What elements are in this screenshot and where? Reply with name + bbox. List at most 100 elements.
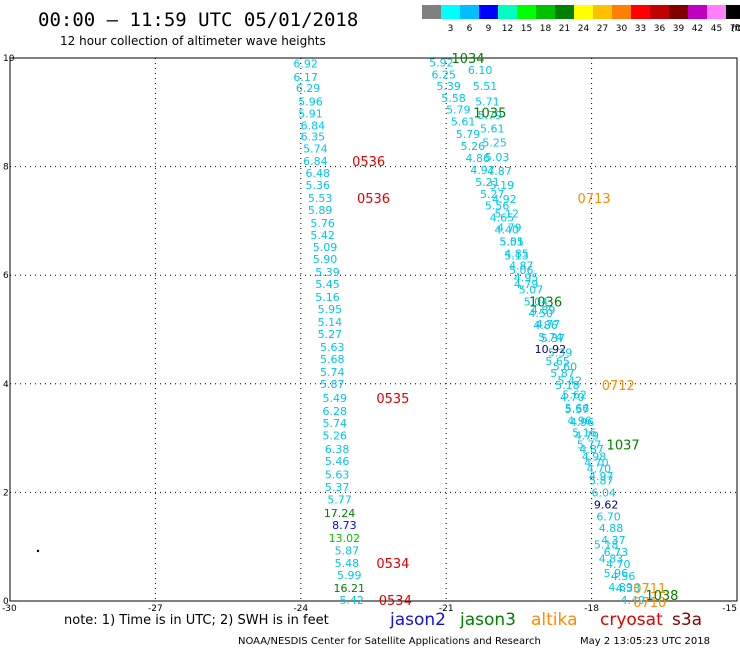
scale-swatch xyxy=(688,5,707,19)
wave-height-value: 5.87 xyxy=(335,545,360,558)
x-tick-label: -27 xyxy=(148,604,163,614)
wave-height-values: 6.926.176.295.965.916.846.355.746.846.48… xyxy=(293,56,645,607)
wave-height-value: 5.42 xyxy=(310,229,335,242)
wave-height-value: 5.09 xyxy=(313,241,338,254)
scale-swatch xyxy=(498,5,517,19)
small-dot xyxy=(36,549,40,553)
wave-height-value: 5.42 xyxy=(558,375,583,388)
wave-height-value: 4.97 xyxy=(589,470,614,483)
scale-swatch xyxy=(612,5,631,19)
wave-height-value: 4.97 xyxy=(470,164,495,177)
pass-time-label: 0536 xyxy=(357,192,390,207)
wave-height-value: 17.24 xyxy=(324,507,356,520)
wave-height-value: 5.39 xyxy=(436,80,461,93)
x-tick-label: -21 xyxy=(439,604,454,614)
pass-time-label: 0536 xyxy=(352,155,385,170)
wave-height-value: 5.74 xyxy=(538,331,563,344)
map-frame xyxy=(9,57,738,602)
wave-height-value: 6.84 xyxy=(303,155,328,168)
wave-height-value: 5.18 xyxy=(594,539,619,552)
scale-label: 39 xyxy=(673,24,685,34)
wave-height-value: 4.70 xyxy=(584,457,609,470)
scale-swatch xyxy=(479,5,498,19)
scale-label: 70 xyxy=(730,24,740,34)
wave-height-value: 6.10 xyxy=(468,64,493,77)
wave-height-value: 5.63 xyxy=(320,341,345,354)
scale-label: 12 xyxy=(502,24,513,34)
wave-height-value: 6.04 xyxy=(591,486,616,499)
wave-height-value: 5.74 xyxy=(320,366,345,379)
wave-height-value: 5.27 xyxy=(318,328,343,341)
footer-note: note: 1) Time is in UTC; 2) SWH is in fe… xyxy=(64,613,329,628)
wave-height-value: 5.65 xyxy=(545,355,570,368)
wave-height-value: 5.12 xyxy=(495,207,520,220)
wave-height-value: 5.16 xyxy=(572,427,597,440)
wave-height-value: 5.46 xyxy=(325,455,350,468)
wave-height-value: 5.53 xyxy=(308,192,333,205)
wave-height-value: 5.42 xyxy=(339,594,364,607)
wave-height-value: 5.25 xyxy=(482,137,507,150)
wave-height-value: 5.01 xyxy=(499,236,524,249)
pass-time-label: 0712 xyxy=(602,379,635,394)
wave-height-value: 4.87 xyxy=(509,259,534,272)
wave-height-value: 5.13 xyxy=(504,250,529,263)
wave-height-value: 5.26 xyxy=(322,429,347,442)
wave-height-value: 4.88 xyxy=(599,522,624,535)
scale-swatch xyxy=(555,5,574,19)
wave-height-value: 5.62 xyxy=(562,389,587,402)
wave-height-value: 6.29 xyxy=(296,82,321,95)
wave-height-value: 5.77 xyxy=(327,493,352,506)
wave-height-value: 4.86 xyxy=(533,319,558,332)
wave-height-value: 5.37 xyxy=(325,481,350,494)
wave-height-value: 6.28 xyxy=(322,405,347,418)
wave-height-value: 4.40 xyxy=(495,224,520,237)
pass-time-label: 0713 xyxy=(577,192,610,207)
wave-height-value: 6.84 xyxy=(301,119,326,132)
scale-swatch xyxy=(726,5,740,19)
wave-height-value: 5.60 xyxy=(553,360,578,373)
wave-height-value: 5.19 xyxy=(490,179,515,192)
wave-height-value: 4.33 xyxy=(616,582,641,595)
scale-swatch xyxy=(593,5,612,19)
wave-height-value: 5.74 xyxy=(322,417,347,430)
wave-height-value: 5.74 xyxy=(303,143,328,156)
wave-height-value: 5.79 xyxy=(456,128,481,141)
x-tick-label: -24 xyxy=(293,604,308,614)
wave-height-value: 4.49 xyxy=(621,594,646,607)
wave-height-value: 5.96 xyxy=(604,567,629,580)
y-tick-label: 4 xyxy=(3,380,9,390)
y-tick-label: 8 xyxy=(3,163,9,173)
pass-time-label: 0534 xyxy=(376,557,409,572)
wave-height-value: 5.87 xyxy=(320,378,345,391)
pass-time-label: 1037 xyxy=(607,439,640,454)
wave-height-value: 6.92 xyxy=(293,57,318,70)
y-tick-label: 2 xyxy=(3,488,9,498)
wave-height-value: 5.92 xyxy=(429,56,454,69)
wave-height-value: 5.18 xyxy=(555,379,580,392)
wave-height-value: 5.87 xyxy=(550,367,575,380)
scale-swatch xyxy=(517,5,536,19)
wave-height-value: 5.76 xyxy=(310,217,335,230)
satellite-legend-s3a: s3a xyxy=(672,610,702,630)
wave-height-value: 5.36 xyxy=(306,179,331,192)
satellite-legend-jason3: jason3 xyxy=(459,610,516,630)
wave-height-value: 5.14 xyxy=(318,316,343,329)
wave-height-value: 4.79 xyxy=(514,278,539,291)
y-tick-label: 10 xyxy=(3,54,15,64)
wave-height-value: 10.92 xyxy=(535,343,567,356)
wave-height-value: 5.26 xyxy=(461,140,486,153)
wave-height-value: 5.07 xyxy=(519,283,544,296)
scale-swatch xyxy=(460,5,479,19)
satellite-legend: jason2 jason3 altika cryosat s3a xyxy=(389,610,702,630)
wave-height-value: 4.85 xyxy=(504,247,529,260)
scale-label: 3 xyxy=(448,24,454,34)
scale-unit-label: (ft) xyxy=(731,24,740,34)
wave-height-value: 6.48 xyxy=(306,167,331,180)
scale-label: 21 xyxy=(559,24,570,34)
wave-height-value: 5.49 xyxy=(322,392,347,405)
pass-time-label: 0710 xyxy=(633,596,666,611)
wave-height-value: 6.73 xyxy=(604,546,629,559)
wave-height-value: 4.83 xyxy=(599,553,624,566)
wave-height-value: 5.58 xyxy=(441,92,466,105)
scale-swatch xyxy=(631,5,650,19)
